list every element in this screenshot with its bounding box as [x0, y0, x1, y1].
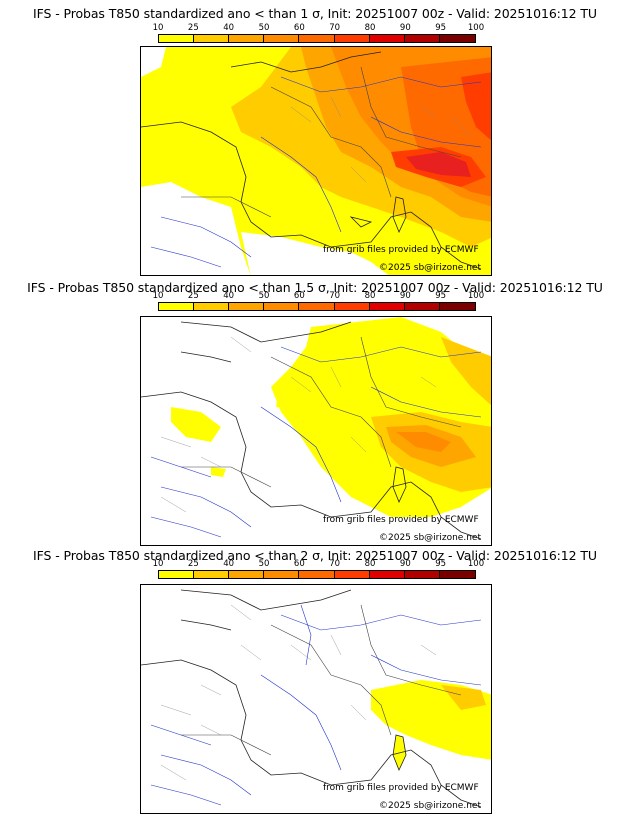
colorbar-swatch [369, 571, 405, 578]
map-1-copyright: ©2025 sb@irizone.net [379, 263, 481, 273]
colorbar-tick-label: 100 [467, 559, 485, 569]
colorbar-tick-label: 95 [435, 291, 447, 301]
colorbar-1-labels: 10 25 40 50 60 70 80 90 95 100 [153, 23, 485, 33]
map-1-graphic [141, 47, 491, 275]
colorbar-tick-label: 40 [223, 559, 235, 569]
colorbar-tick-label: 80 [364, 291, 376, 301]
colorbar-swatch [334, 35, 370, 42]
colorbar-swatch [404, 303, 440, 310]
map-panel-2[interactable]: from grib files provided by ECMWF ©2025 … [140, 316, 492, 546]
colorbar-2-boxes [158, 302, 476, 311]
map-2-provider-text: from grib files provided by ECMWF [323, 515, 479, 525]
colorbar-tick-label: 25 [187, 559, 199, 569]
colorbar-swatch [439, 303, 475, 310]
panel-3-title: IFS - Probas T850 standardized ano < tha… [33, 548, 597, 563]
map-3-graphic [141, 585, 491, 813]
colorbar-swatch [369, 303, 405, 310]
colorbar-2-labels: 10 25 40 50 60 70 80 90 95 100 [153, 291, 485, 301]
colorbar-swatch [299, 571, 335, 578]
colorbar-tick-label: 60 [293, 559, 305, 569]
colorbar-tick-label: 10 [152, 291, 164, 301]
colorbar-swatch [404, 35, 440, 42]
colorbar-tick-label: 25 [187, 23, 199, 33]
map-panel-3[interactable]: from grib files provided by ECMWF ©2025 … [140, 584, 492, 814]
colorbar-swatch [334, 571, 370, 578]
colorbar-3: 10 25 40 50 60 70 80 90 95 100 [153, 559, 485, 580]
colorbar-1-boxes [158, 34, 476, 43]
colorbar-swatch [194, 571, 230, 578]
colorbar-swatch [194, 303, 230, 310]
colorbar-3-boxes [158, 570, 476, 579]
colorbar-swatch [159, 571, 195, 578]
colorbar-tick-label: 25 [187, 291, 199, 301]
map-1-provider-text: from grib files provided by ECMWF [323, 245, 479, 255]
colorbar-swatch [229, 303, 265, 310]
map-2-graphic [141, 317, 491, 545]
colorbar-swatch [439, 35, 475, 42]
colorbar-tick-label: 80 [364, 559, 376, 569]
colorbar-tick-label: 50 [258, 291, 270, 301]
colorbar-swatch [264, 35, 300, 42]
colorbar-tick-label: 90 [399, 23, 411, 33]
colorbar-tick-label: 100 [467, 23, 485, 33]
colorbar-swatch [299, 303, 335, 310]
colorbar-2: 10 25 40 50 60 70 80 90 95 100 [153, 291, 485, 312]
colorbar-swatch [229, 571, 265, 578]
colorbar-tick-label: 50 [258, 559, 270, 569]
colorbar-tick-label: 40 [223, 23, 235, 33]
colorbar-1: 10 25 40 50 60 70 80 90 95 100 [153, 23, 485, 44]
map-2-copyright: ©2025 sb@irizone.net [379, 533, 481, 543]
colorbar-tick-label: 95 [435, 23, 447, 33]
map-3-copyright: ©2025 sb@irizone.net [379, 801, 481, 811]
colorbar-tick-label: 40 [223, 291, 235, 301]
colorbar-swatch [264, 571, 300, 578]
colorbar-swatch [369, 35, 405, 42]
colorbar-tick-label: 50 [258, 23, 270, 33]
colorbar-swatch [159, 35, 195, 42]
map-3-provider-text: from grib files provided by ECMWF [323, 783, 479, 793]
colorbar-tick-label: 60 [293, 23, 305, 33]
map-panel-1[interactable]: from grib files provided by ECMWF ©2025 … [140, 46, 492, 276]
colorbar-swatch [229, 35, 265, 42]
colorbar-swatch [439, 571, 475, 578]
colorbar-tick-label: 90 [399, 291, 411, 301]
panel-2-title: IFS - Probas T850 standardized ano < tha… [27, 280, 603, 295]
colorbar-tick-label: 70 [329, 291, 341, 301]
colorbar-swatch [159, 303, 195, 310]
colorbar-3-labels: 10 25 40 50 60 70 80 90 95 100 [153, 559, 485, 569]
colorbar-swatch [194, 35, 230, 42]
colorbar-tick-label: 90 [399, 559, 411, 569]
colorbar-swatch [404, 571, 440, 578]
colorbar-tick-label: 100 [467, 291, 485, 301]
colorbar-swatch [334, 303, 370, 310]
colorbar-tick-label: 60 [293, 291, 305, 301]
colorbar-tick-label: 10 [152, 23, 164, 33]
panel-1-title: IFS - Probas T850 standardized ano < tha… [33, 6, 597, 21]
colorbar-tick-label: 70 [329, 559, 341, 569]
colorbar-tick-label: 80 [364, 23, 376, 33]
colorbar-tick-label: 95 [435, 559, 447, 569]
colorbar-tick-label: 10 [152, 559, 164, 569]
colorbar-tick-label: 70 [329, 23, 341, 33]
colorbar-swatch [299, 35, 335, 42]
colorbar-swatch [264, 303, 300, 310]
